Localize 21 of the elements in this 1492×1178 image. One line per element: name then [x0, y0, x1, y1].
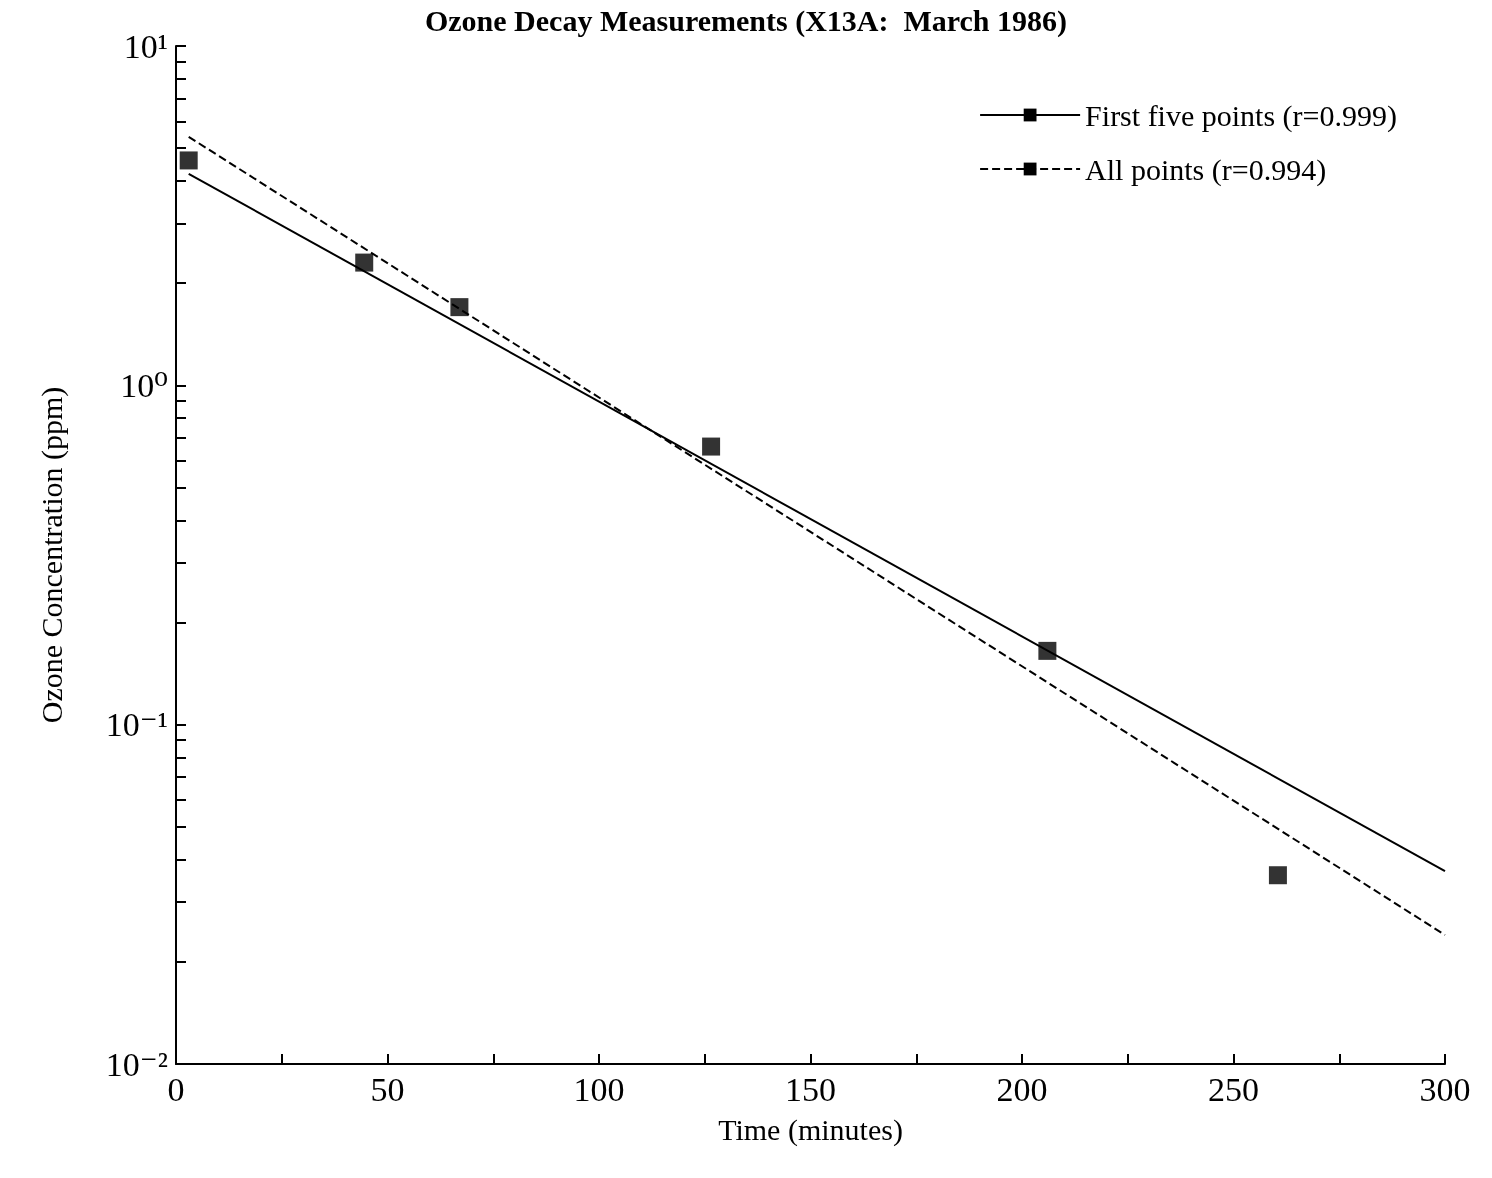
point: [450, 298, 469, 317]
y-tick-label: 10⁻¹: [105, 706, 168, 744]
x-tick-label: 250: [1208, 1070, 1259, 1108]
x-tick-label: 0: [167, 1070, 185, 1108]
chart-title: Ozone Decay Measurements (X13A: March 1986): [424, 3, 1068, 38]
legend-label: All points (r=0.994): [1085, 152, 1327, 187]
x-tick-label: 50: [370, 1070, 405, 1108]
point: [355, 253, 374, 272]
y-tick-label: 10⁰: [120, 366, 168, 404]
point: [702, 437, 721, 456]
x-tick-label: 200: [996, 1070, 1048, 1108]
x-tick-label: 300: [1419, 1070, 1471, 1108]
x-tick-label: 100: [573, 1070, 625, 1108]
y-tick-label: 10⁻²: [105, 1045, 168, 1083]
x-axis-title: Time (minutes): [718, 1112, 903, 1147]
point: [179, 151, 198, 170]
point: [1268, 866, 1287, 885]
legend-label: First five points (r=0.999): [1085, 98, 1398, 133]
y-tick-label: 10¹: [123, 27, 168, 65]
y-axis-title: Ozone Concentration (ppm): [34, 386, 69, 724]
x-tick-label: 150: [785, 1070, 836, 1108]
